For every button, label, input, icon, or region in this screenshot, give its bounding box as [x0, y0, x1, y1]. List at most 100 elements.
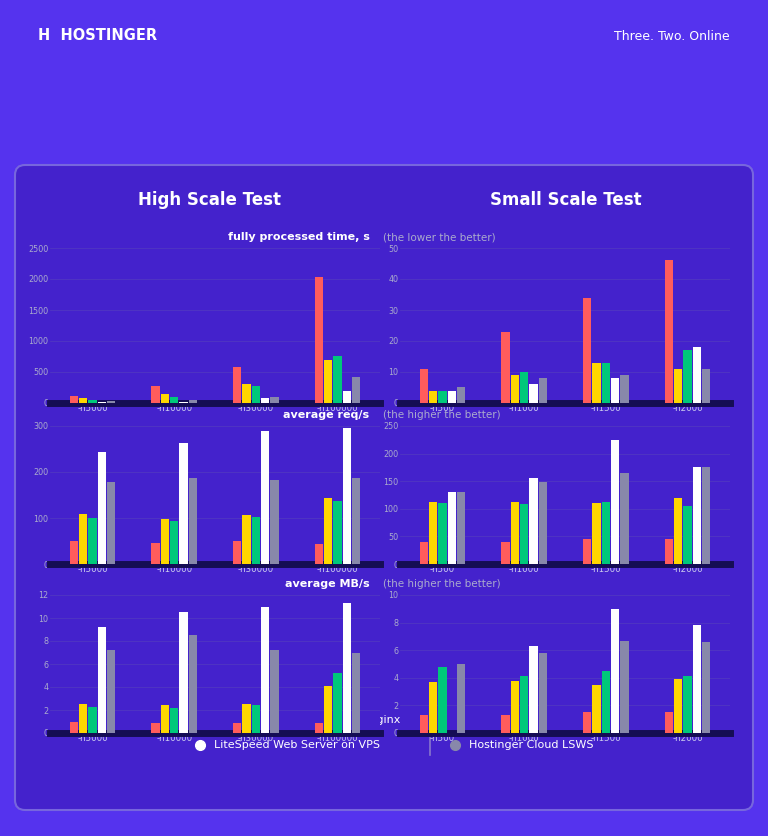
Bar	[502, 542, 509, 564]
Bar	[592, 363, 601, 403]
Bar	[79, 398, 88, 403]
FancyBboxPatch shape	[15, 165, 753, 810]
Bar	[448, 390, 456, 403]
Bar	[170, 708, 178, 733]
Bar	[592, 503, 601, 564]
Text: Nginx: Nginx	[369, 715, 402, 725]
Bar	[439, 390, 447, 403]
Bar	[353, 653, 360, 733]
Bar	[70, 541, 78, 564]
Bar	[621, 375, 629, 403]
Bar	[611, 378, 619, 403]
Text: Apache: Apache	[254, 715, 296, 725]
Bar	[419, 542, 428, 564]
Bar	[70, 395, 78, 403]
Bar	[324, 359, 333, 403]
Bar	[324, 686, 333, 733]
Text: fully processed time, s: fully processed time, s	[228, 232, 369, 242]
Bar	[315, 278, 323, 403]
Bar	[261, 606, 270, 733]
Bar	[107, 401, 115, 403]
Bar	[583, 539, 591, 564]
Bar	[457, 388, 465, 403]
Bar	[539, 482, 547, 564]
Bar	[88, 706, 97, 733]
Bar	[252, 385, 260, 403]
Bar	[693, 625, 701, 733]
Bar	[70, 721, 78, 733]
Bar	[151, 543, 160, 564]
Bar	[315, 722, 323, 733]
Bar	[88, 400, 97, 403]
Bar	[684, 676, 692, 733]
Bar	[684, 350, 692, 403]
Bar	[170, 521, 178, 564]
Bar	[419, 369, 428, 403]
Bar	[693, 347, 701, 403]
Bar	[243, 385, 250, 403]
Bar	[315, 543, 323, 564]
Bar	[333, 673, 342, 733]
Bar	[539, 378, 547, 403]
Bar	[684, 506, 692, 564]
Bar	[189, 635, 197, 733]
Bar	[180, 612, 187, 733]
Bar	[601, 363, 610, 403]
Bar	[674, 369, 682, 403]
Bar	[107, 482, 115, 564]
Bar	[611, 440, 619, 564]
Bar	[511, 375, 519, 403]
Bar	[664, 712, 673, 733]
Bar	[529, 478, 538, 564]
Bar	[353, 477, 360, 564]
Bar	[621, 640, 629, 733]
Bar	[601, 502, 610, 564]
Bar	[324, 498, 333, 564]
Bar	[170, 397, 178, 403]
Bar	[233, 541, 241, 564]
Bar	[457, 492, 465, 564]
Bar	[233, 367, 241, 403]
Bar	[261, 398, 270, 403]
Bar	[664, 260, 673, 403]
Bar	[343, 603, 351, 733]
Bar	[592, 685, 601, 733]
Bar	[189, 477, 197, 564]
Bar	[621, 473, 629, 564]
Bar	[243, 704, 250, 733]
Bar	[674, 679, 682, 733]
Bar	[457, 664, 465, 733]
Bar	[270, 650, 279, 733]
Bar	[79, 514, 88, 564]
Bar	[529, 646, 538, 733]
Text: Small Scale Test: Small Scale Test	[490, 191, 642, 209]
Bar	[502, 332, 509, 403]
Bar	[583, 298, 591, 403]
Bar	[161, 519, 169, 564]
Bar	[98, 452, 106, 564]
Bar	[674, 497, 682, 564]
Text: OpenLiteSpeed: OpenLiteSpeed	[484, 715, 569, 725]
Bar	[261, 431, 270, 564]
Bar	[583, 712, 591, 733]
Bar	[161, 394, 169, 403]
Bar	[252, 706, 260, 733]
Bar	[233, 722, 241, 733]
Bar	[502, 715, 509, 733]
Text: (the higher the better): (the higher the better)	[383, 579, 501, 589]
Text: (the lower the better): (the lower the better)	[383, 232, 496, 242]
Bar	[252, 517, 260, 564]
Bar	[702, 642, 710, 733]
Bar	[107, 650, 115, 733]
Bar	[429, 682, 437, 733]
Bar	[98, 627, 106, 733]
Text: average MB/s: average MB/s	[285, 579, 369, 589]
Text: LiteSpeed Web Server on VPS: LiteSpeed Web Server on VPS	[214, 740, 380, 750]
Bar	[429, 502, 437, 564]
Bar	[539, 653, 547, 733]
Bar	[529, 385, 538, 403]
Bar	[520, 372, 528, 403]
Bar	[611, 609, 619, 733]
Bar	[333, 356, 342, 403]
Bar	[79, 704, 88, 733]
